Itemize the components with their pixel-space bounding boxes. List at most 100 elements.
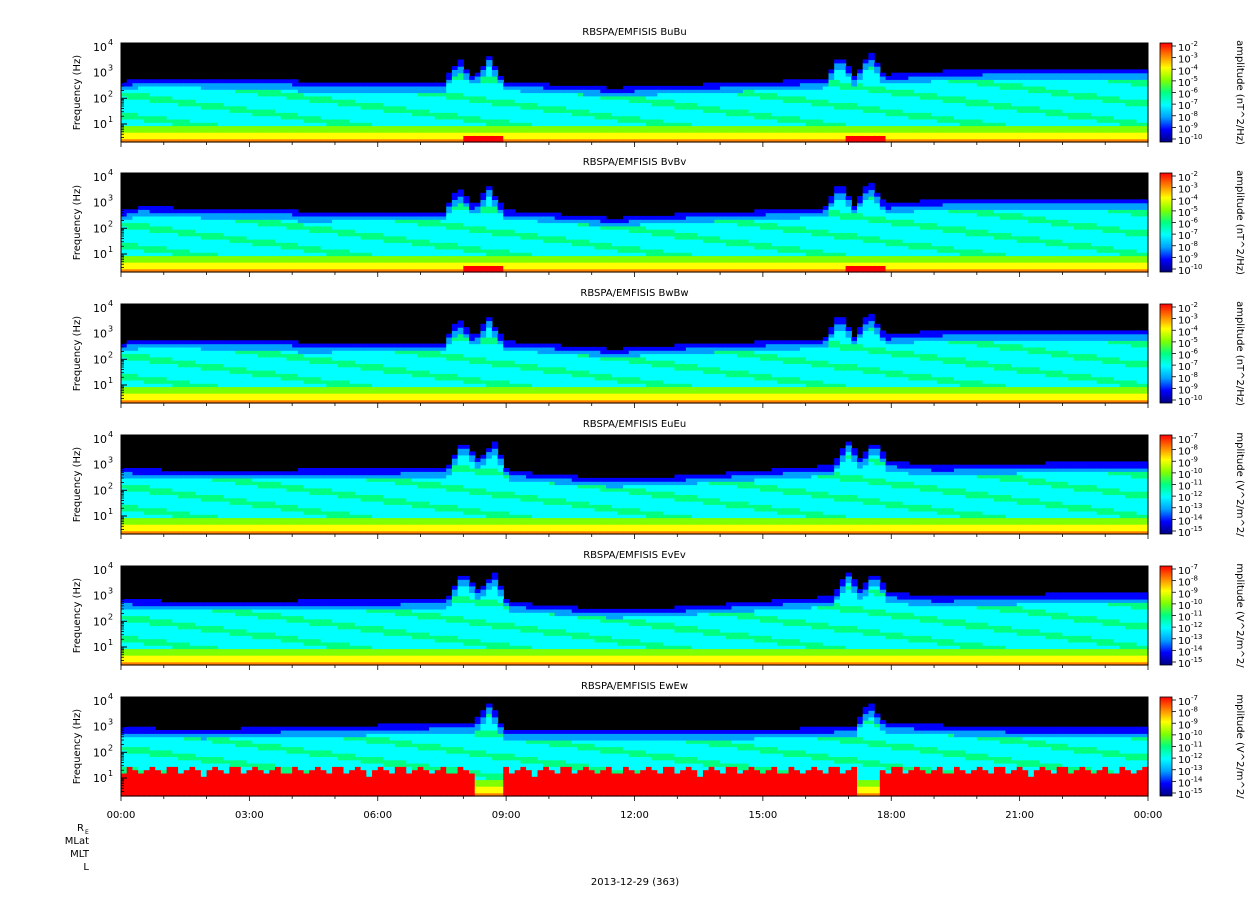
colorbar-tick-exponent: -10 [1191,467,1202,475]
colorbar-tick-exponent: -15 [1191,656,1202,664]
y-tick-label: 10 [93,721,107,734]
colorbar-tick-exponent: -8 [1191,444,1198,452]
y-tick-exponent: 1 [108,769,113,778]
y-tick-label: 10 [93,459,107,472]
colorbar-tick-exponent: -5 [1191,75,1198,83]
y-tick-label: 10 [93,67,107,80]
colorbar-tick-label: 10 [1178,528,1191,539]
colorbar-tick-exponent: -12 [1191,490,1202,498]
colorbar-tick-exponent: -8 [1191,575,1198,583]
colorbar-tick-label: 10 [1178,90,1191,101]
y-tick-exponent: 4 [108,430,113,439]
y-tick-label: 10 [93,92,107,105]
colorbar-tick-exponent: -13 [1191,764,1202,772]
colorbar-tick-label: 10 [1178,243,1191,254]
colorbar-tick-exponent: -10 [1191,729,1202,737]
colorbar-tick-label: 10 [1178,697,1191,708]
panel-title: RBSPA/EMFISIS BuBu [582,27,686,38]
x-tick-label: 00:00 [1134,810,1163,821]
y-tick-exponent: 1 [108,638,113,647]
colorbar-tick-exponent: -8 [1191,240,1198,248]
colorbar-tick-exponent: -8 [1191,706,1198,714]
colorbar-tick-exponent: -14 [1191,775,1203,783]
y-tick-label: 10 [93,171,107,184]
colorbar-tick-label: 10 [1178,220,1191,231]
colorbar-tick-label: 10 [1178,435,1191,446]
colorbar-tick-exponent: -9 [1191,121,1198,129]
y-tick-label: 10 [93,118,107,131]
colorbar-label: mplitude (V^2/m^2/ [1234,563,1245,668]
colorbar-tick-label: 10 [1178,767,1191,778]
colorbar-tick-exponent: -15 [1191,787,1202,795]
colorbar-tick-label: 10 [1178,374,1191,385]
colorbar-tick-label: 10 [1178,709,1191,720]
colorbar-tick-exponent: -7 [1191,694,1198,702]
colorbar-tick-label: 10 [1178,136,1191,147]
y-tick-label: 10 [93,510,107,523]
spectrogram-image [121,572,1149,666]
colorbar-tick-label: 10 [1178,578,1191,589]
colorbar-tick-exponent: -5 [1191,336,1198,344]
colorbar-tick-label: 10 [1178,339,1191,350]
colorbar-tick-exponent: -12 [1191,752,1202,760]
colorbar-tick-exponent: -10 [1191,394,1202,402]
y-tick-exponent: 2 [108,612,113,621]
y-axis-label: Frequency (Hz) [72,709,83,785]
colorbar-tick-exponent: -8 [1191,110,1198,118]
y-tick-label: 10 [93,772,107,785]
y-tick-label: 10 [93,302,107,315]
colorbar-tick-exponent: -7 [1191,98,1198,106]
x-tick-label: 03:00 [235,810,264,821]
spectrogram-image [121,52,1149,143]
colorbar-tick-label: 10 [1178,755,1191,766]
colorbar-tick-label: 10 [1178,720,1191,731]
y-tick-label: 10 [93,41,107,54]
y-tick-label: 10 [93,746,107,759]
y-tick-exponent: 2 [108,350,113,359]
panel-title: RBSPA/EMFISIS EwEw [581,681,688,692]
colorbar-tick-exponent: -7 [1191,563,1198,571]
colorbar-tick-exponent: -14 [1191,513,1203,521]
y-tick-label: 10 [93,353,107,366]
colorbar-tick-label: 10 [1178,516,1191,527]
colorbar-tick-exponent: -4 [1191,193,1199,201]
colorbar-tick-exponent: -12 [1191,621,1202,629]
y-axis-label: Frequency (Hz) [72,578,83,654]
colorbar-tick-label: 10 [1178,351,1191,362]
colorbar-tick-label: 10 [1178,304,1191,315]
y-tick-exponent: 1 [108,115,113,124]
x-tick-label: 15:00 [748,810,777,821]
colorbar-tick-label: 10 [1178,601,1191,612]
y-tick-label: 10 [93,328,107,341]
colorbar-tick-label: 10 [1178,505,1191,516]
spectrogram-image [121,441,1149,535]
colorbar-tick-label: 10 [1178,613,1191,624]
colorbar-tick-exponent: -6 [1191,217,1199,225]
y-axis-label: Frequency (Hz) [72,447,83,523]
colorbar-tick-exponent: -11 [1191,741,1202,749]
colorbar-tick-exponent: -2 [1191,301,1198,309]
y-tick-exponent: 1 [108,245,113,254]
spectrogram-image [121,703,1149,797]
colorbar [1159,42,1173,143]
colorbar-tick-label: 10 [1178,385,1191,396]
colorbar-tick-label: 10 [1178,124,1191,135]
spectrogram-image [121,313,1149,404]
colorbar-tick-label: 10 [1178,316,1191,327]
y-tick-exponent: 4 [108,38,113,47]
colorbar-tick-label: 10 [1178,66,1191,77]
x-tick-label: 06:00 [363,810,392,821]
colorbar-tick-label: 10 [1178,55,1191,66]
colorbar-tick-label: 10 [1178,101,1191,112]
date-label: 2013-12-29 (363) [591,877,679,888]
colorbar-tick-label: 10 [1178,624,1191,635]
colorbar-tick-exponent: -3 [1191,313,1198,321]
y-tick-exponent: 3 [108,325,113,334]
